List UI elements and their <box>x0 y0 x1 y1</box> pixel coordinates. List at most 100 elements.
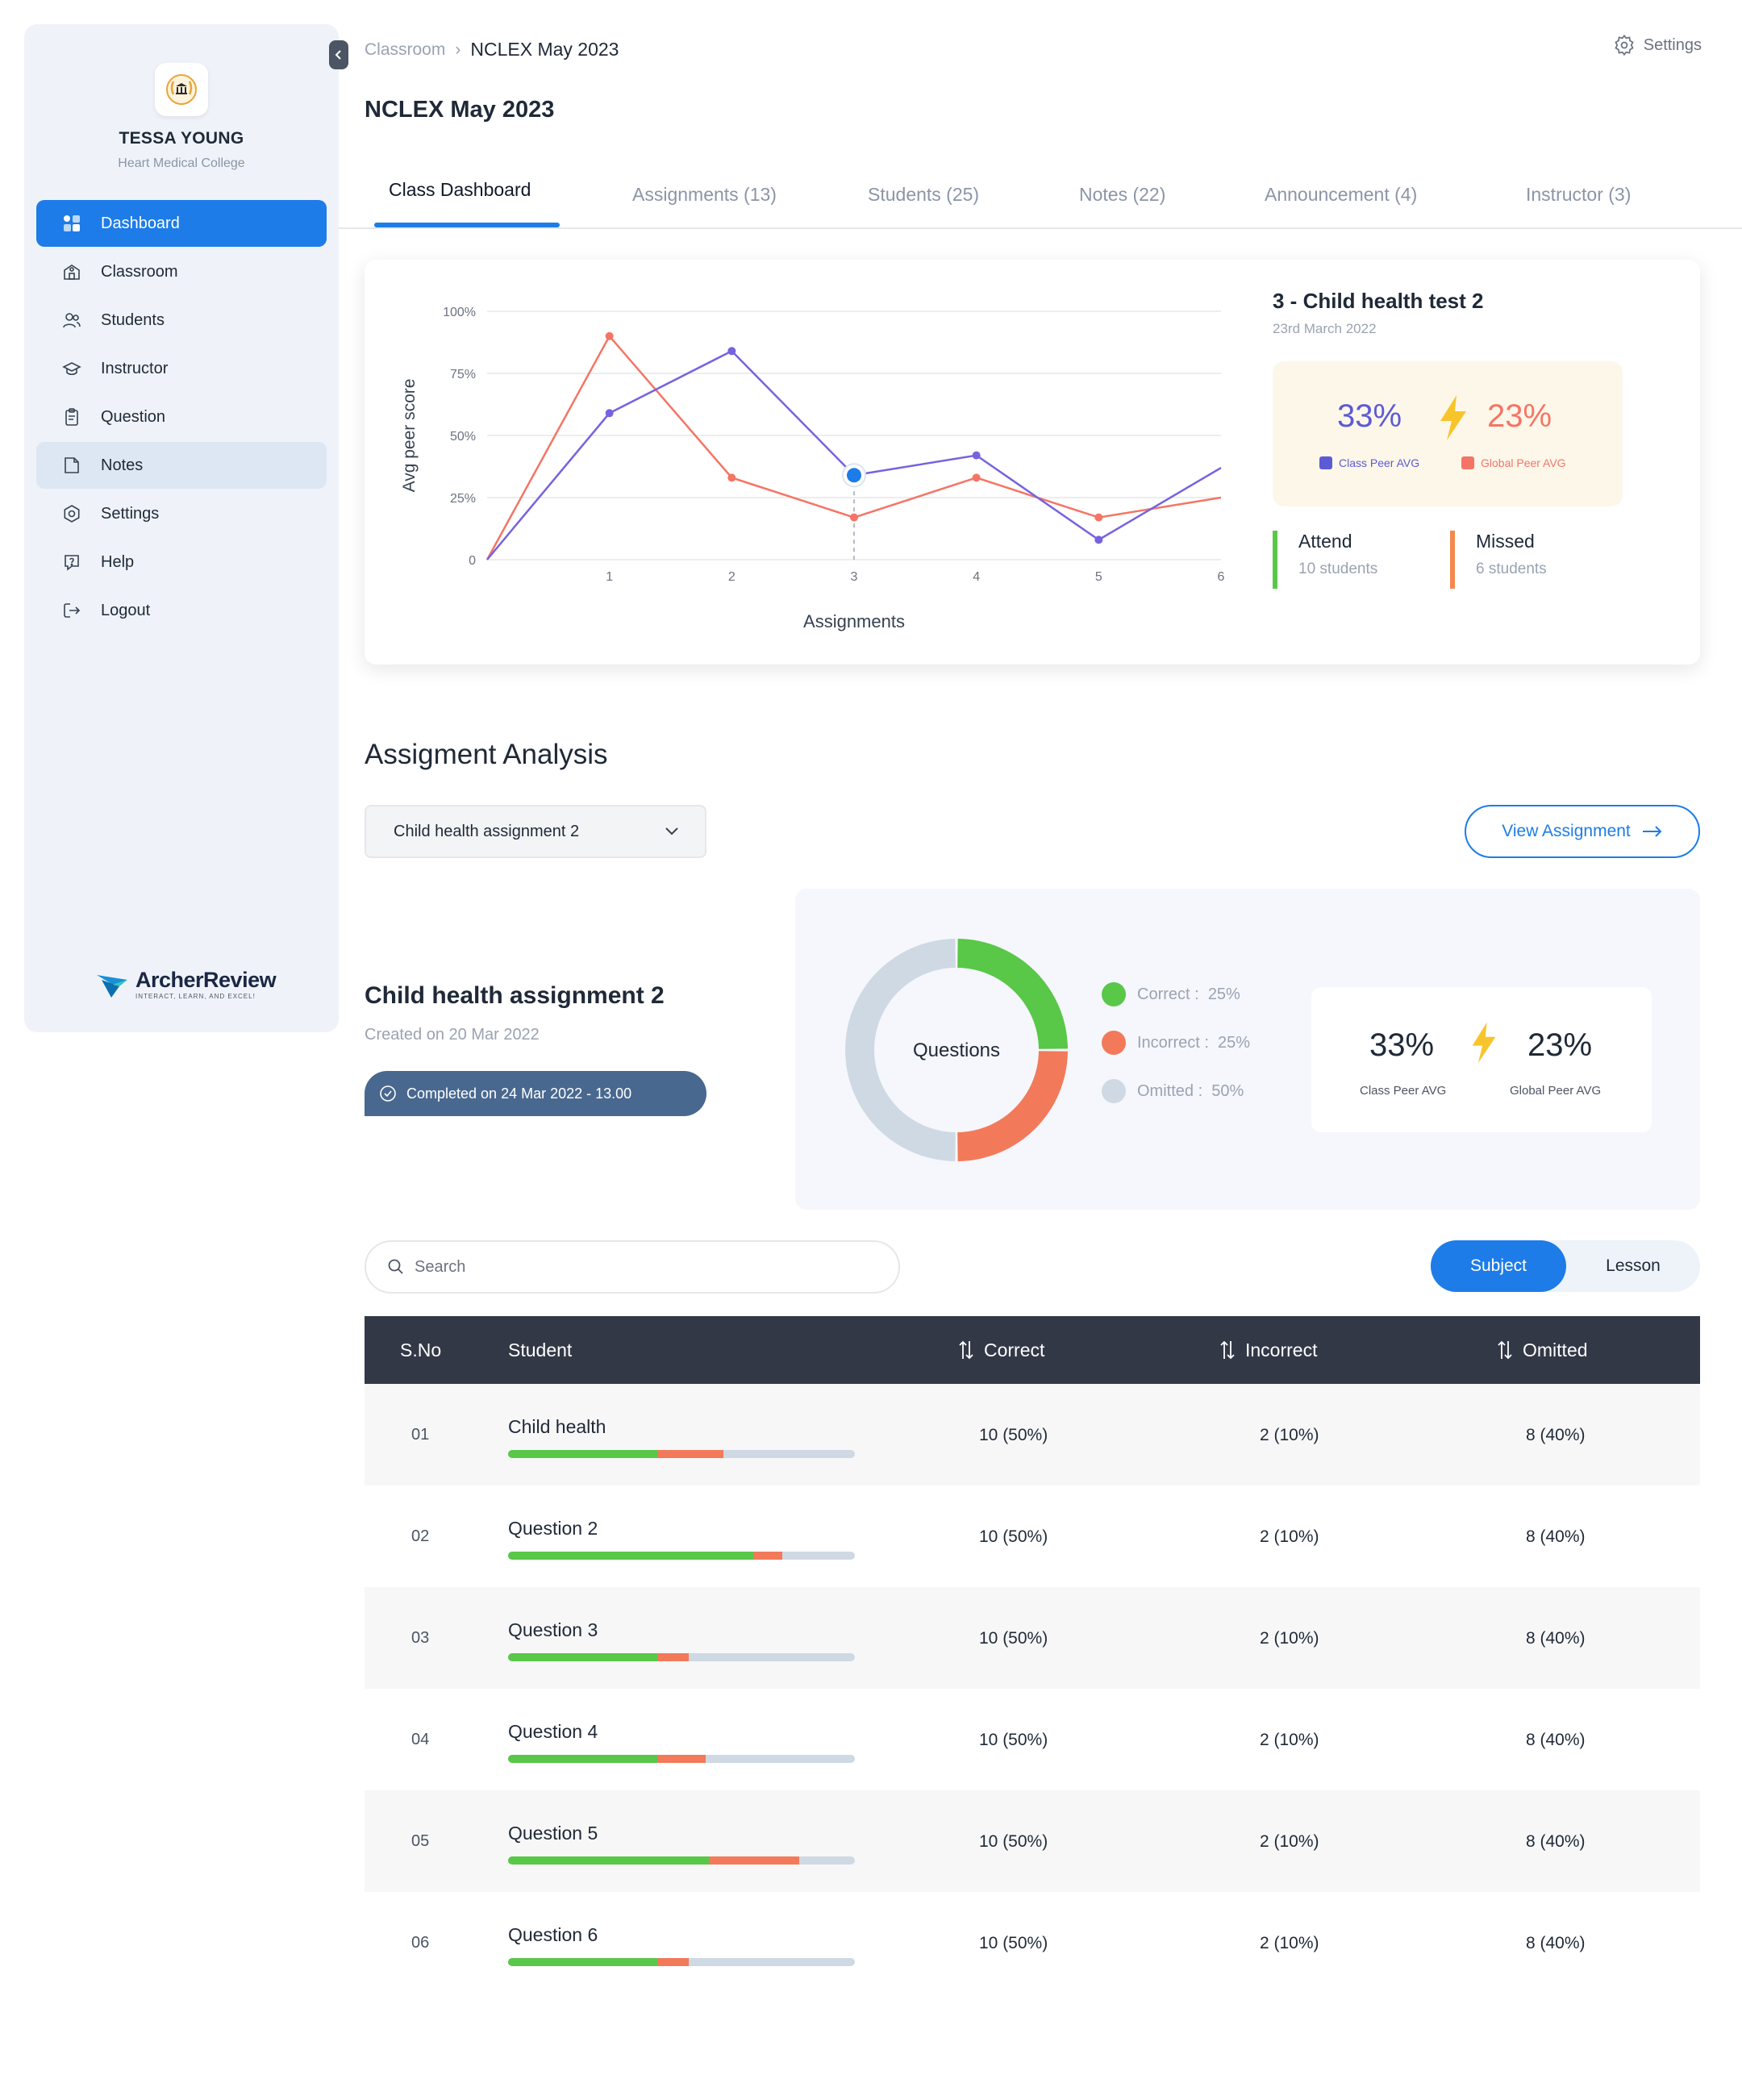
row-correct: 10 (50%) <box>979 1527 1048 1546</box>
x-tick-label: 3 <box>851 570 858 584</box>
data-point <box>605 331 614 340</box>
sidebar-item-label: Notes <box>101 456 144 474</box>
breadcrumb-separator-icon: › <box>455 40 461 59</box>
header-student: Student <box>508 1339 573 1360</box>
global-peer-legend-label: Global Peer AVG <box>1481 456 1566 469</box>
breadcrumb-root[interactable]: Classroom <box>365 40 446 59</box>
sort-icon <box>1498 1340 1512 1360</box>
data-point <box>727 347 736 356</box>
tab-notes[interactable]: Notes (22) <box>1079 184 1166 205</box>
row-sno: 06 <box>411 1934 430 1952</box>
sidebar-item-label: Help <box>101 552 135 571</box>
donut-segment-omitted[interactable] <box>845 939 956 1161</box>
sidebar-item-settings[interactable]: Settings <box>36 490 327 537</box>
tab-students[interactable]: Students (25) <box>868 184 980 205</box>
settings-link[interactable]: Settings <box>1613 34 1702 56</box>
questions-donut-chart[interactable]: Questions <box>836 929 1077 1171</box>
user-name: TESSA YOUNG <box>119 129 244 148</box>
row-correct: 10 (50%) <box>979 1934 1048 1952</box>
header-sno: S.No <box>400 1339 442 1360</box>
sidebar-item-instructor[interactable]: Instructor <box>36 345 327 392</box>
x-tick-label: 6 <box>1218 570 1225 584</box>
legend-swatch <box>1319 456 1332 469</box>
legend-swatch <box>1461 456 1474 469</box>
missed-stat: Missed 6 students <box>1450 531 1547 589</box>
donut-segment-incorrect[interactable] <box>957 1051 1068 1161</box>
progress-incorrect <box>709 1856 800 1865</box>
score-progress-bar <box>508 1653 855 1661</box>
view-assignment-button[interactable]: View Assignment <box>1465 805 1700 858</box>
table-row[interactable]: 03 Question 3 10 (50%) 2 (10%) 8 (40%) <box>365 1587 1700 1689</box>
tab-assignments[interactable]: Assignments (13) <box>632 184 777 205</box>
row-omitted: 8 (40%) <box>1526 1934 1586 1952</box>
donut-center-label: Questions <box>913 1040 1000 1061</box>
header-correct[interactable]: Correct <box>958 1340 1044 1361</box>
row-sno: 01 <box>411 1426 430 1444</box>
table-row[interactable]: 05 Question 5 10 (50%) 2 (10%) 8 (40%) <box>365 1790 1700 1892</box>
row-incorrect: 2 (10%) <box>1260 1934 1319 1952</box>
row-omitted: 8 (40%) <box>1526 1426 1586 1444</box>
table-body: 01 Child health 10 (50%) 2 (10%) 8 (40%) 02 Qu… <box>365 1384 1700 1994</box>
score-progress-bar <box>508 1958 855 1966</box>
search-icon <box>388 1259 403 1274</box>
peer-average-box: 33% 23% Class Peer AVG Global Peer AVG <box>1273 361 1623 506</box>
assignment-created: Created on 20 Mar 2022 <box>365 1026 540 1044</box>
y-tick-label: 100% <box>443 306 476 319</box>
sidebar-nav: Dashboard Classroom Students Instructor … <box>36 200 327 635</box>
breadcrumb: Classroom › NCLEX May 2023 <box>365 39 619 60</box>
question-breakdown-panel: Questions Correct : 25% Incorrect : 25% … <box>795 889 1700 1210</box>
search-field[interactable]: Search <box>365 1240 900 1294</box>
assignment-name: Child health assignment 2 <box>365 982 665 1009</box>
sidebar-item-logout[interactable]: Logout <box>36 587 327 634</box>
sidebar-item-help[interactable]: Help <box>36 539 327 585</box>
sidebar-item-question[interactable]: Question <box>36 394 327 440</box>
row-incorrect: 2 (10%) <box>1260 1832 1319 1851</box>
tab-instructor[interactable]: Instructor (3) <box>1526 184 1632 205</box>
y-axis-label: Avg peer score <box>400 379 419 493</box>
toggle-lesson[interactable]: Lesson <box>1606 1256 1661 1275</box>
search-placeholder: Search <box>415 1257 466 1276</box>
table-row[interactable]: 06 Question 6 10 (50%) 2 (10%) 8 (40%) <box>365 1892 1700 1994</box>
row-sno: 02 <box>411 1527 430 1545</box>
donut-segment-correct[interactable] <box>957 939 1068 1049</box>
sidebar-item-dashboard[interactable]: Dashboard <box>36 200 327 247</box>
row-sno: 03 <box>411 1629 430 1647</box>
row-omitted: 8 (40%) <box>1526 1731 1586 1749</box>
sidebar-item-notes[interactable]: Notes <box>36 442 327 489</box>
progress-correct <box>508 1755 657 1763</box>
x-tick-label: 1 <box>606 570 613 584</box>
tab-announcement[interactable]: Announcement (4) <box>1265 184 1418 205</box>
sidebar-item-classroom[interactable]: Classroom <box>36 248 327 295</box>
class-peer-legend-label: Class Peer AVG <box>1339 456 1420 469</box>
user-college: Heart Medical College <box>118 156 245 170</box>
progress-correct <box>508 1552 755 1560</box>
y-tick-label: 50% <box>450 430 476 444</box>
score-progress-bar <box>508 1450 855 1458</box>
header-omitted[interactable]: Omitted <box>1497 1340 1588 1361</box>
data-point <box>972 451 981 460</box>
attend-value: 10 students <box>1298 560 1378 577</box>
row-incorrect: 2 (10%) <box>1260 1731 1319 1749</box>
collapse-sidebar-button[interactable] <box>329 40 348 69</box>
sidebar-item-students[interactable]: Students <box>36 297 327 344</box>
sort-icon <box>959 1340 973 1360</box>
peer-score-card: 0 25% 50% 75% 100% 1 2 3 4 5 6 Avg peer score Assign… <box>365 260 1700 665</box>
settings-label: Settings <box>1643 35 1702 54</box>
tab-class-dashboard[interactable]: Class Dashboard <box>389 179 531 200</box>
progress-incorrect <box>656 1958 689 1966</box>
college-logo <box>155 63 208 116</box>
help-icon <box>60 551 83 573</box>
x-tick-label: 2 <box>728 570 736 584</box>
y-tick-label: 75% <box>450 368 476 381</box>
table-row[interactable]: 04 Question 4 10 (50%) 2 (10%) 8 (40%) <box>365 1689 1700 1790</box>
arrow-right-icon <box>1642 826 1662 837</box>
assignment-select[interactable]: Child health assignment 2 <box>365 805 706 858</box>
toggle-subject[interactable]: Subject <box>1431 1240 1566 1292</box>
peer-score-chart[interactable]: 0 25% 50% 75% 100% 1 2 3 4 5 6 Avg peer score Assign… <box>365 260 1252 665</box>
table-row[interactable]: 02 Question 2 10 (50%) 2 (10%) 8 (40%) <box>365 1485 1700 1587</box>
row-sno: 05 <box>411 1832 430 1850</box>
header-incorrect[interactable]: Incorrect <box>1219 1340 1317 1361</box>
attend-stat: Attend 10 students <box>1273 531 1377 589</box>
table-row[interactable]: 01 Child health 10 (50%) 2 (10%) 8 (40%) <box>365 1384 1700 1485</box>
sidebar-item-label: Students <box>101 310 165 329</box>
